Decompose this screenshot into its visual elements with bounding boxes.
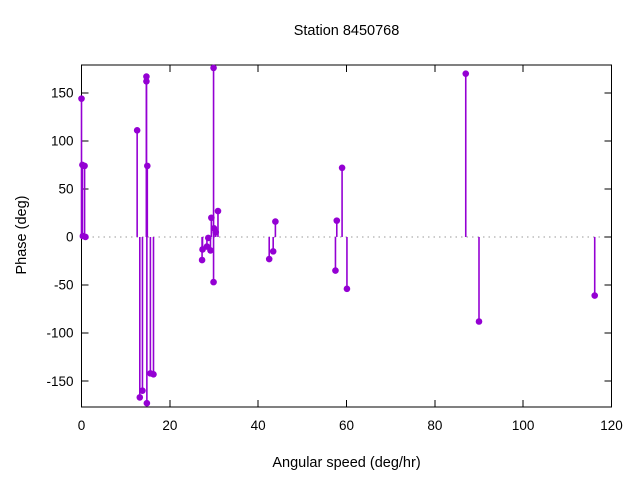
data-point <box>208 214 215 222</box>
data-point <box>265 255 273 263</box>
data-point <box>210 278 217 286</box>
x-tick-label: 20 <box>162 418 177 433</box>
plot-border <box>81 64 612 408</box>
data-point <box>338 164 346 172</box>
data-point <box>272 218 279 225</box>
y-tick-label: -100 <box>46 326 73 341</box>
data-point <box>333 217 341 224</box>
x-tick-label: 0 <box>78 418 86 433</box>
data-point <box>214 207 222 215</box>
data-point <box>150 371 157 378</box>
y-tick-label: -50 <box>54 278 74 293</box>
x-axis-label: Angular speed (deg/hr) <box>272 455 421 471</box>
data-point <box>269 248 277 255</box>
x-tick-label: 40 <box>251 418 266 433</box>
data-point <box>139 387 146 394</box>
data-point <box>207 247 214 254</box>
y-axis-label: Phase (deg) <box>14 195 30 275</box>
y-tick-label: 0 <box>66 230 74 245</box>
data-point <box>143 399 151 407</box>
data-point <box>78 95 85 102</box>
y-tick-label: 150 <box>51 86 74 101</box>
data-point <box>81 162 88 170</box>
x-tick-label: 60 <box>339 418 354 433</box>
data-point <box>82 233 89 241</box>
data-point <box>343 285 351 293</box>
data-point <box>143 73 150 80</box>
x-tick-label: 120 <box>600 418 623 433</box>
data-point <box>143 78 150 85</box>
data-point <box>136 394 144 401</box>
data-point <box>462 70 470 77</box>
x-tick-label: 80 <box>427 418 442 433</box>
y-tick-label: 100 <box>51 134 74 149</box>
data-point <box>144 162 151 170</box>
data-point <box>204 234 212 242</box>
data-point <box>198 256 206 264</box>
data-point <box>212 228 220 236</box>
data-point <box>210 64 217 72</box>
data-point <box>591 292 599 299</box>
x-tick-label: 100 <box>512 418 535 433</box>
chart-title: Station 8450768 <box>293 23 400 39</box>
data-point <box>332 267 339 274</box>
y-tick-label: 50 <box>58 182 73 197</box>
data-point <box>475 318 483 325</box>
data-point <box>133 127 141 134</box>
y-tick-label: -150 <box>46 374 73 389</box>
